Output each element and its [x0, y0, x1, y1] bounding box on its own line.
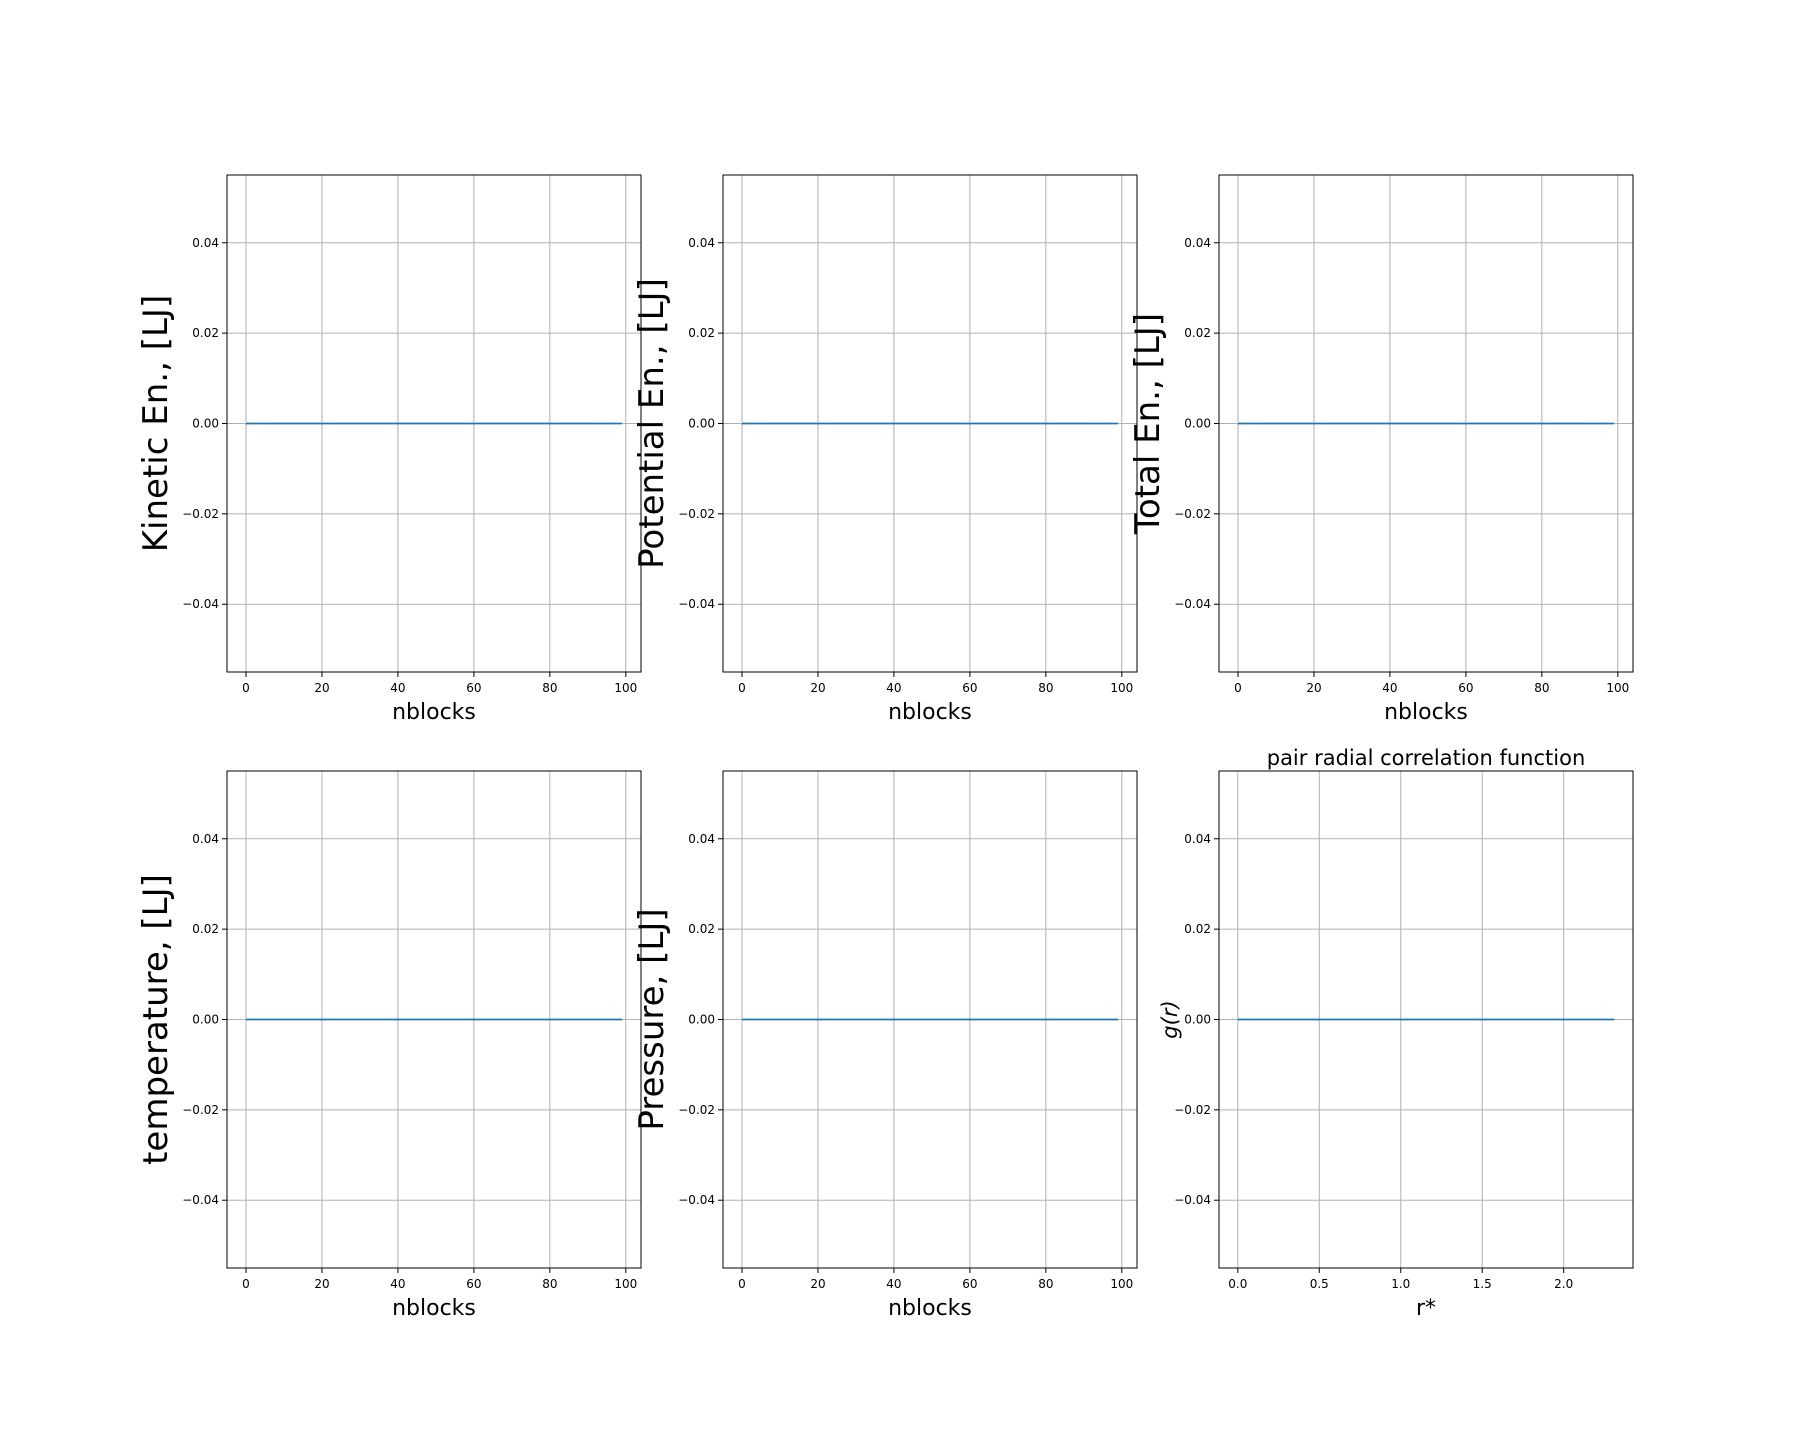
x-tick-label: 2.0: [1554, 1277, 1573, 1291]
y-axis-title: Kinetic En., [LJ]: [136, 295, 176, 552]
y-tick-label: 0.04: [192, 236, 219, 250]
x-tick-label: 60: [962, 681, 977, 695]
x-tick-label: 100: [614, 681, 637, 695]
y-tick-label: 0.00: [1184, 417, 1211, 431]
y-tick-label: −0.04: [182, 597, 219, 611]
panel-title: pair radial correlation function: [1267, 746, 1586, 770]
y-tick-label: 0.04: [688, 832, 715, 846]
x-tick-label: 100: [1606, 681, 1629, 695]
y-tick-label: −0.02: [1174, 507, 1211, 521]
x-axis-title: nblocks: [888, 700, 972, 725]
y-tick-label: 0.02: [1184, 326, 1211, 340]
y-tick-label: 0.04: [1184, 236, 1211, 250]
x-tick-label: 80: [1534, 681, 1549, 695]
x-tick-label: 20: [1306, 681, 1321, 695]
x-tick-label: 100: [1110, 681, 1133, 695]
x-tick-label: 80: [542, 1277, 557, 1291]
x-tick-label: 40: [390, 681, 405, 695]
y-tick-label: −0.04: [1174, 597, 1211, 611]
x-axis-title: r*: [1416, 1296, 1436, 1321]
x-tick-label: 0: [738, 1277, 746, 1291]
y-tick-label: 0.02: [1184, 922, 1211, 936]
x-tick-label: 20: [314, 681, 329, 695]
y-tick-label: −0.02: [1174, 1103, 1211, 1117]
y-tick-label: −0.04: [182, 1193, 219, 1207]
x-tick-label: 0: [242, 681, 250, 695]
x-tick-label: 40: [1382, 681, 1397, 695]
panel-4: 0 20 40 60 80 100 −0.04 −0.02 0.00 0.02 0.04 nblock…: [136, 770, 642, 1321]
x-tick-label: 80: [1038, 1277, 1053, 1291]
x-tick-label: 0.0: [1228, 1277, 1247, 1291]
panel-1: 0 20 40 60 80 100 −0.04 −0.02 0.00 0.02 0.04 nblock…: [136, 174, 642, 725]
y-tick-label: 0.02: [192, 326, 219, 340]
x-tick-label: 20: [810, 1277, 825, 1291]
x-tick-label: 40: [886, 681, 901, 695]
x-tick-label: 60: [466, 1277, 481, 1291]
x-axis-title: nblocks: [392, 1296, 476, 1321]
y-axis-title: Total En., [LJ]: [1128, 313, 1168, 535]
y-tick-label: 0.00: [1184, 1013, 1211, 1027]
x-tick-label: 20: [314, 1277, 329, 1291]
y-tick-label: −0.04: [1174, 1193, 1211, 1207]
panel-3: 0 20 40 60 80 100 −0.04 −0.02 0.00 0.02 0.04 nblock…: [1128, 174, 1634, 725]
x-tick-label: 100: [1110, 1277, 1133, 1291]
panel-2: 0 20 40 60 80 100 −0.04 −0.02 0.00 0.02 0.04 nblock…: [632, 174, 1138, 725]
x-tick-label: 0: [242, 1277, 250, 1291]
x-tick-label: 1.5: [1473, 1277, 1492, 1291]
y-tick-label: 0.04: [192, 832, 219, 846]
x-tick-label: 100: [614, 1277, 637, 1291]
x-tick-label: 0: [738, 681, 746, 695]
panel-6: 0.0 0.5 1.0 1.5 2.0 −0.04 −0.02 0.00 0.02 0.04 r* g…: [1158, 746, 1634, 1321]
x-axis-title: nblocks: [888, 1296, 972, 1321]
y-tick-label: 0.02: [192, 922, 219, 936]
y-tick-label: 0.00: [688, 1013, 715, 1027]
y-tick-label: −0.04: [678, 597, 715, 611]
y-tick-label: −0.04: [678, 1193, 715, 1207]
y-tick-label: 0.04: [1184, 832, 1211, 846]
x-tick-label: 60: [1458, 681, 1473, 695]
y-axis-title: g(r): [1158, 1000, 1182, 1038]
x-tick-label: 20: [810, 681, 825, 695]
y-tick-label: −0.02: [182, 1103, 219, 1117]
y-tick-label: −0.02: [678, 507, 715, 521]
y-axis-title: Potential En., [LJ]: [632, 278, 672, 569]
x-axis-title: nblocks: [1384, 700, 1468, 725]
x-tick-label: 0.5: [1310, 1277, 1329, 1291]
y-tick-label: 0.00: [192, 1013, 219, 1027]
x-tick-label: 60: [962, 1277, 977, 1291]
y-tick-label: −0.02: [678, 1103, 715, 1117]
panel-5: 0 20 40 60 80 100 −0.04 −0.02 0.00 0.02 0.04 nblock…: [632, 770, 1138, 1321]
x-tick-label: 60: [466, 681, 481, 695]
y-tick-label: 0.00: [192, 417, 219, 431]
y-axis-title: temperature, [LJ]: [136, 874, 176, 1165]
x-tick-label: 0: [1234, 681, 1242, 695]
y-tick-label: −0.02: [182, 507, 219, 521]
x-tick-label: 80: [542, 681, 557, 695]
y-tick-label: 0.04: [688, 236, 715, 250]
x-tick-label: 40: [390, 1277, 405, 1291]
y-axis-title: Pressure, [LJ]: [632, 908, 672, 1130]
x-axis-title: nblocks: [392, 700, 476, 725]
x-tick-label: 1.0: [1391, 1277, 1410, 1291]
x-tick-label: 40: [886, 1277, 901, 1291]
y-tick-label: 0.02: [688, 922, 715, 936]
y-tick-label: 0.00: [688, 417, 715, 431]
y-tick-label: 0.02: [688, 326, 715, 340]
x-tick-label: 80: [1038, 681, 1053, 695]
